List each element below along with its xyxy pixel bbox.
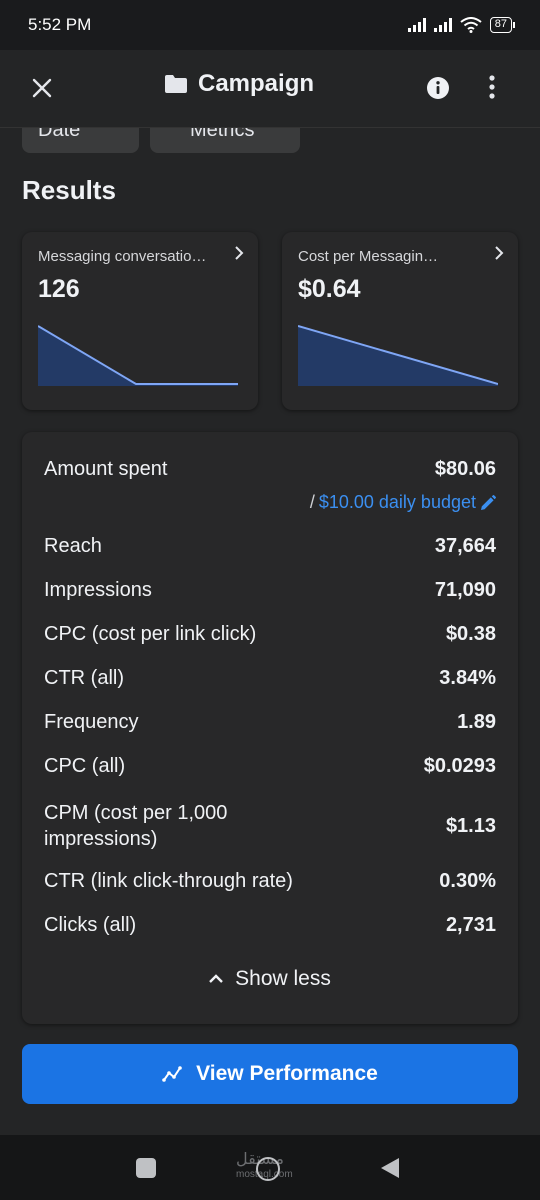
detail-label: Clicks (all) (44, 914, 137, 936)
detail-value: 1.89 (457, 711, 496, 733)
chevron-right-icon (495, 246, 504, 260)
detail-value: 2,731 (445, 914, 496, 936)
sparkline-chart (298, 325, 498, 386)
detail-row: CPC (cost per link click) $0.38 (44, 623, 496, 646)
battery-level: 87 (494, 18, 507, 30)
home-button[interactable] (256, 1157, 280, 1181)
detail-value: $0.0293 (423, 755, 496, 777)
detail-label: CTR (link click-through rate) (44, 870, 293, 892)
detail-row: Impressions 71,090 (44, 579, 496, 602)
info-button[interactable] (426, 76, 450, 105)
status-bar: 5:52 PM 87 (0, 0, 540, 50)
system-nav-bar: مستقل mostaql.com (0, 1135, 540, 1200)
signal-icon (407, 18, 426, 32)
date-chip-label: Date (38, 128, 81, 141)
date-chip[interactable]: Date (22, 128, 139, 153)
results-heading: Results (22, 175, 116, 205)
detail-row: CPC (all) $0.0293 (44, 755, 496, 778)
wifi-icon (460, 17, 482, 33)
status-time: 5:52 PM (28, 15, 92, 34)
view-performance-button[interactable]: View Performance (22, 1044, 518, 1104)
detail-value: $1.13 (445, 814, 496, 837)
filter-chips: Date Metrics (0, 128, 540, 154)
more-vertical-icon (489, 75, 495, 99)
budget-prefix: / (309, 492, 315, 512)
app-bar: Campaign (0, 50, 540, 128)
detail-label: Amount spent (44, 458, 168, 480)
detail-row: CTR (link click-through rate) 0.30% (44, 870, 496, 893)
metric-card-value: 126 (38, 275, 80, 303)
edit-pencil-icon (481, 494, 496, 510)
sparkline-line (298, 325, 498, 385)
detail-row: Clicks (all) 2,731 (44, 914, 496, 937)
page-title: Campaign (198, 70, 315, 97)
detail-label: Reach (44, 535, 102, 557)
trend-line-icon (162, 1066, 182, 1082)
detail-row: CTR (all) 3.84% (44, 667, 496, 690)
back-button[interactable] (380, 1157, 400, 1179)
recent-apps-button[interactable] (136, 1158, 156, 1178)
detail-label: Frequency (44, 711, 139, 733)
detail-label: CTR (all) (44, 667, 124, 689)
metric-card-cost-per-messaging[interactable]: Cost per Messagin… $0.64 (282, 232, 518, 410)
chevron-up-icon (209, 974, 223, 983)
detail-row: Frequency 1.89 (44, 711, 496, 734)
detail-value: 71,090 (434, 579, 496, 601)
close-icon (32, 78, 52, 98)
show-less-label: Show less (235, 967, 331, 990)
detail-row: CPM (cost per 1,000 impressions) $1.13 (44, 799, 496, 853)
detail-label: CPC (cost per link click) (44, 623, 257, 645)
detail-label: Impressions (44, 579, 152, 601)
metric-card-value: $0.64 (298, 275, 361, 303)
battery-icon: 87 (489, 17, 516, 33)
title-wrap: Campaign (164, 70, 314, 98)
view-performance-label: View Performance (196, 1062, 378, 1085)
metric-card-label: Messaging conversatio… (38, 248, 207, 265)
metrics-chip-label: Metrics (190, 128, 255, 141)
metric-card-label: Cost per Messagin… (298, 248, 439, 265)
metric-card-messaging-conversations[interactable]: Messaging conversatio… 126 (22, 232, 258, 410)
metrics-chip[interactable]: Metrics (150, 128, 300, 153)
detail-row: Reach 37,664 (44, 535, 496, 558)
detail-value: 3.84% (439, 667, 496, 689)
signal-icon-2 (433, 18, 452, 32)
folder-icon (165, 75, 187, 93)
info-icon (427, 77, 449, 99)
metrics-details-card: Amount spent $80.06 / $10.00 daily budge… (22, 432, 518, 1024)
detail-label: CPC (all) (44, 755, 126, 777)
status-icons: 87 (407, 17, 516, 33)
sparkline-area (38, 326, 238, 386)
detail-value: $80.06 (434, 458, 496, 480)
detail-label: CPM (cost per 1,000 impressions) (44, 802, 228, 850)
detail-value: 0.30% (439, 870, 496, 892)
chevron-right-icon (235, 246, 244, 260)
sparkline-chart (38, 325, 238, 386)
detail-row-amount-spent: Amount spent $80.06 (44, 458, 496, 481)
detail-value: 37,664 (434, 535, 496, 557)
budget-link-text: $10.00 daily budget (318, 492, 476, 512)
detail-value: $0.38 (445, 623, 496, 645)
daily-budget-link[interactable]: / $10.00 daily budget (310, 492, 496, 513)
sparkline-line (38, 325, 238, 385)
show-less-button[interactable]: Show less (22, 967, 518, 991)
close-button[interactable] (26, 72, 58, 104)
more-options-button[interactable] (488, 74, 496, 105)
